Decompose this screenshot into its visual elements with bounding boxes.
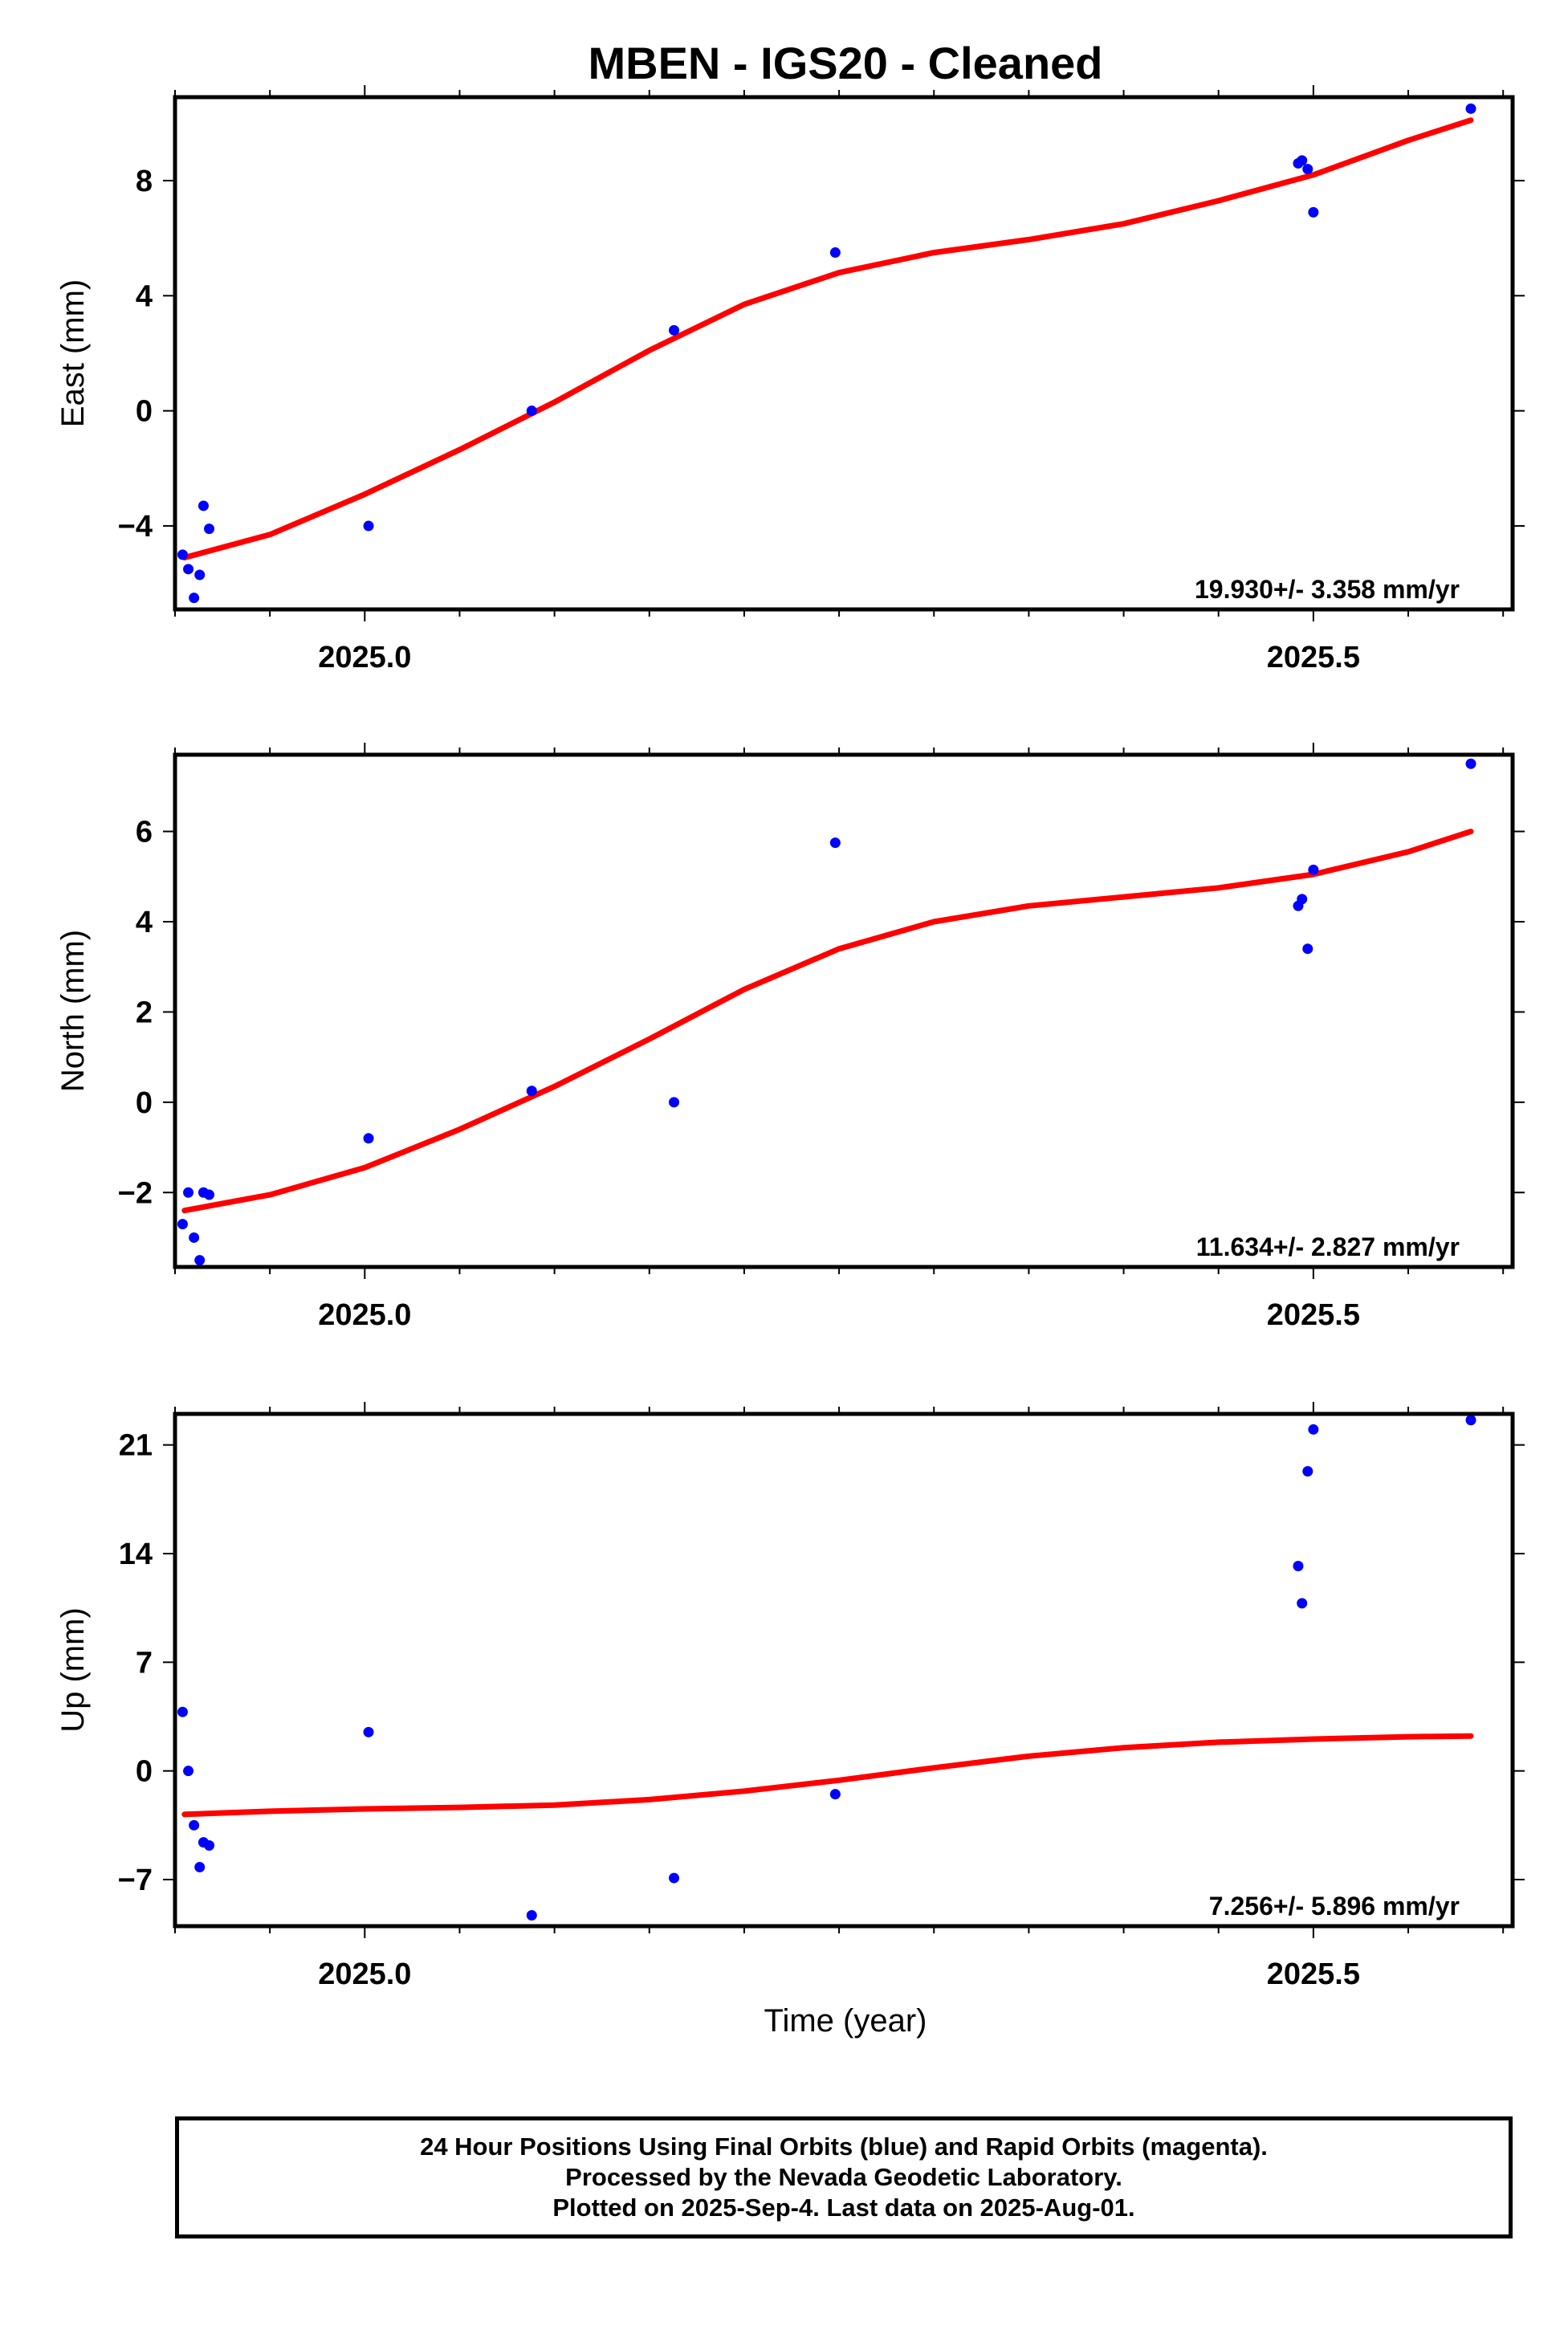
east-data-point <box>1465 103 1476 114</box>
caption-line-1: 24 Hour Positions Using Final Orbits (bl… <box>420 2132 1268 2161</box>
east-data-point <box>198 500 209 511</box>
north-y-tick-label: −2 <box>118 1176 153 1210</box>
north-data-point <box>183 1187 194 1198</box>
north-data-point <box>189 1232 200 1243</box>
east-rate-label: 19.930+/- 3.358 mm/yr <box>1195 575 1460 604</box>
up-data-point <box>1308 1424 1319 1435</box>
east-y-axis-label: East (mm) <box>55 279 91 427</box>
east-data-point <box>183 564 194 575</box>
north-y-axis-label: North (mm) <box>55 930 91 1092</box>
up-y-axis-label: Up (mm) <box>55 1607 91 1733</box>
up-data-layer <box>177 1415 1476 1921</box>
north-data-point <box>204 1189 215 1200</box>
up-data-point <box>1297 1598 1308 1609</box>
east-data-point <box>1302 164 1313 175</box>
up-data-point <box>194 1862 206 1873</box>
up-data-point <box>526 1909 537 1921</box>
north-panel: 2025.0 2025.5 −2 0 2 4 6 North (mm) 11.634+/- 2.… <box>55 743 1525 1332</box>
north-y-tick-label: 4 <box>136 906 153 939</box>
up-data-point <box>189 1819 200 1831</box>
north-data-point <box>363 1133 374 1144</box>
up-data-point <box>669 1872 680 1884</box>
east-data-point <box>204 523 215 535</box>
up-data-point <box>183 1766 194 1777</box>
x-axis-label: Time (year) <box>764 2003 927 2039</box>
east-y-tick-label: −4 <box>118 510 153 544</box>
east-data-point <box>363 520 374 532</box>
up-y-tick-label: 0 <box>136 1755 153 1789</box>
east-data-point <box>194 569 206 580</box>
east-data-point <box>1308 206 1319 218</box>
north-x-tick-label: 2025.0 <box>318 1298 411 1332</box>
east-x-tick-label: 2025.5 <box>1267 641 1360 674</box>
up-data-point <box>1302 1466 1313 1477</box>
north-data-layer <box>177 758 1476 1266</box>
north-data-point <box>177 1219 188 1230</box>
up-plot-frame <box>173 1411 1515 1929</box>
east-data-point <box>829 247 841 259</box>
north-data-point <box>1465 758 1476 769</box>
up-data-point <box>363 1726 374 1737</box>
north-y-tick-label: 2 <box>136 996 153 1029</box>
east-plot-frame <box>173 95 1515 612</box>
panels-group: 2025.0 2025.5 −4 0 4 8 East (mm) 19.930+/- 3.35… <box>55 85 1525 1991</box>
up-x-tick-label: 2025.0 <box>318 1957 411 1991</box>
east-data-layer <box>177 103 1476 604</box>
up-data-point <box>1293 1560 1304 1571</box>
up-x-tick-label: 2025.5 <box>1267 1957 1360 1991</box>
caption-line-2: Processed by the Nevada Geodetic Laborat… <box>565 2163 1122 2191</box>
north-data-point <box>1308 864 1319 875</box>
east-fit-line <box>181 117 1474 560</box>
up-y-tick-label: −7 <box>118 1864 153 1897</box>
caption-box: 24 Hour Positions Using Final Orbits (bl… <box>175 2116 1513 2238</box>
east-data-point <box>526 405 537 417</box>
north-data-point <box>194 1255 206 1266</box>
up-y-tick-label: 14 <box>119 1538 153 1571</box>
north-data-point <box>526 1086 537 1097</box>
north-rate-label: 11.634+/- 2.827 mm/yr <box>1196 1232 1460 1261</box>
east-y-tick-label: 0 <box>136 395 153 429</box>
east-data-point <box>1297 155 1308 166</box>
up-data-point <box>204 1839 215 1851</box>
east-data-point <box>177 549 188 560</box>
up-rate-label: 7.256+/- 5.896 mm/yr <box>1209 1892 1460 1921</box>
north-y-tick-label: 6 <box>136 816 153 849</box>
east-panel: 2025.0 2025.5 −4 0 4 8 East (mm) 19.930+/- 3.35… <box>55 85 1525 674</box>
north-data-point <box>1302 943 1313 955</box>
north-data-point <box>669 1097 680 1108</box>
up-data-point <box>829 1789 841 1800</box>
north-y-tick-label: 0 <box>136 1086 153 1120</box>
north-data-point <box>1297 894 1308 905</box>
up-data-point <box>1465 1415 1476 1426</box>
east-data-point <box>189 593 200 604</box>
north-plot-frame <box>173 752 1515 1269</box>
up-data-point <box>177 1706 188 1717</box>
north-fit-line <box>181 829 1474 1214</box>
up-fit-line <box>181 1733 1474 1818</box>
north-data-point <box>829 837 841 849</box>
up-y-tick-label: 7 <box>136 1646 153 1680</box>
north-x-tick-label: 2025.5 <box>1267 1298 1360 1332</box>
up-y-tick-label: 21 <box>119 1429 153 1463</box>
east-data-point <box>669 324 680 336</box>
chart-title: MBEN - IGS20 - Cleaned <box>588 38 1102 88</box>
east-x-tick-label: 2025.0 <box>318 641 411 674</box>
up-panel: 2025.0 2025.5 −7 0 7 14 21 Up (mm) 7.256+/- 5.89… <box>55 1402 1525 1991</box>
east-y-tick-label: 4 <box>136 279 153 313</box>
caption-line-3: Plotted on 2025-Sep-4. Last data on 2025… <box>552 2194 1135 2222</box>
east-y-tick-label: 8 <box>136 165 153 198</box>
